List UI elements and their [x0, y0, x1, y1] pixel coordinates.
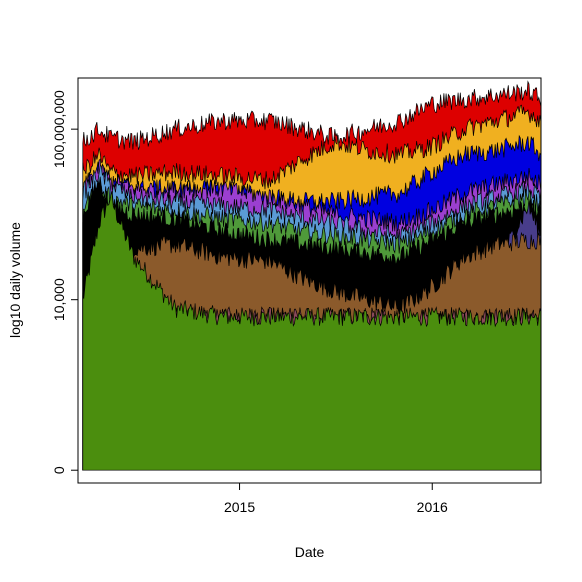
x-axis: 2015 2016	[224, 483, 448, 515]
x-tick-label-2: 2016	[417, 499, 448, 515]
y-tick-label-2: 10,000	[51, 278, 67, 321]
y-tick-label-1: 0	[51, 466, 67, 474]
x-axis-title: Date	[295, 544, 325, 560]
y-tick-label-3: 100,000,000	[51, 90, 67, 168]
y-axis: 0 10,000 100,000,000	[51, 90, 78, 474]
x-tick-label-1: 2015	[224, 499, 255, 515]
area-series-group	[83, 82, 541, 471]
y-axis-title: log10 daily volume	[7, 222, 23, 338]
